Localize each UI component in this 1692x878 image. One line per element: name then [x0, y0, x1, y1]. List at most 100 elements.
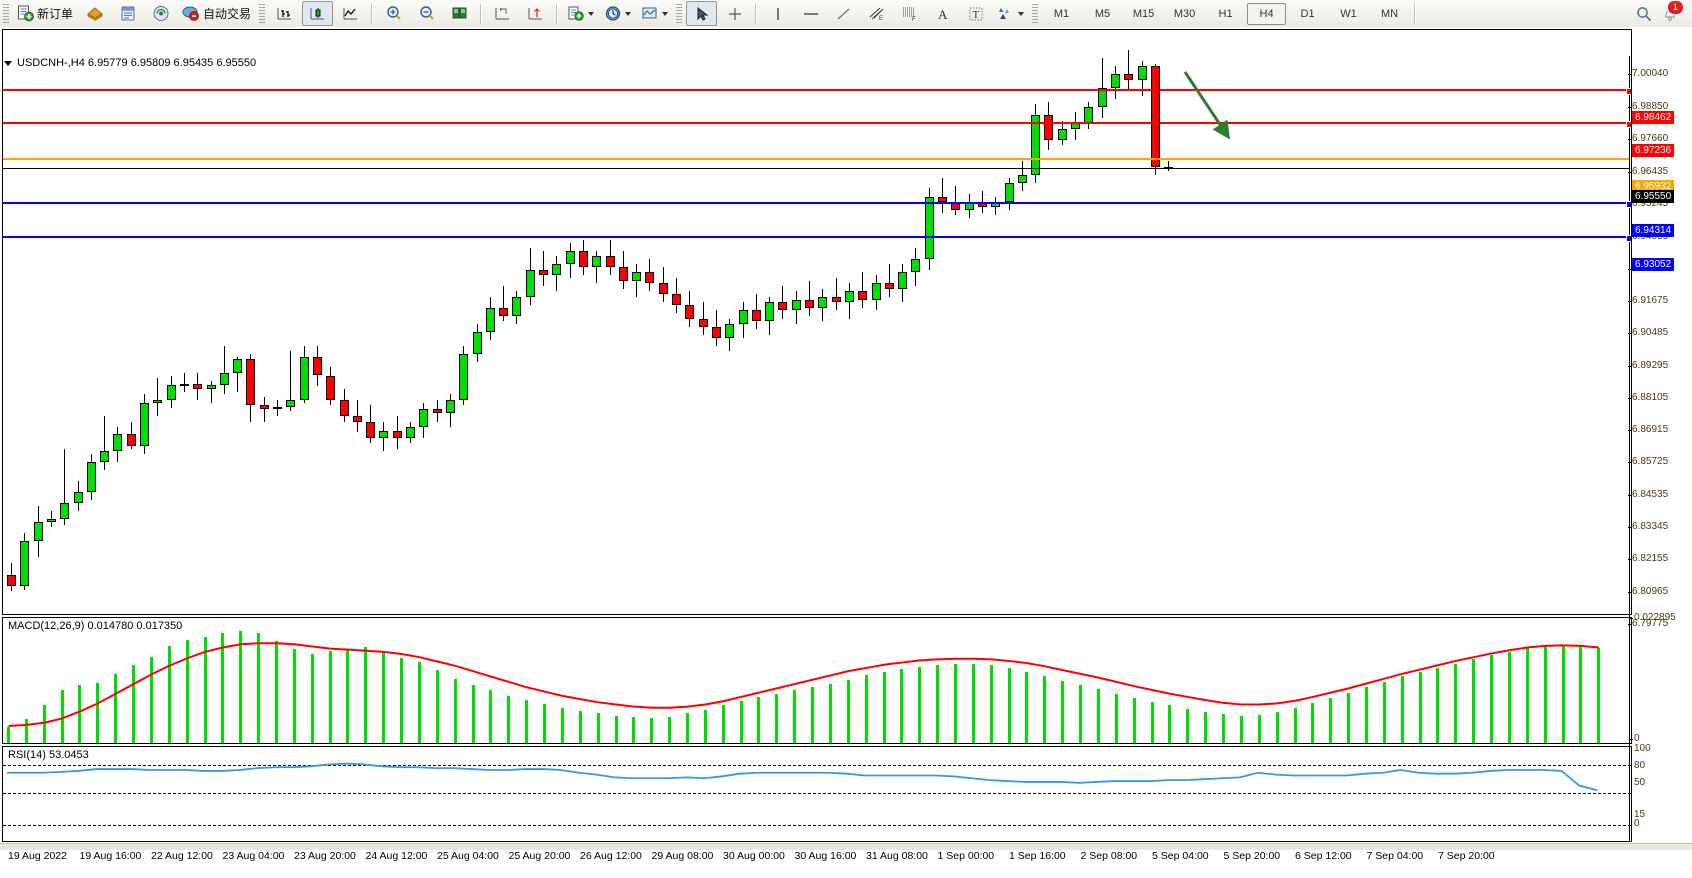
candlestick	[1031, 104, 1040, 183]
level-line-bid-price[interactable]	[3, 168, 1629, 169]
rsi-axis-tick: 80	[1634, 760, 1645, 771]
candle-body	[419, 409, 428, 427]
chart-menu-triangle-icon[interactable]	[4, 61, 12, 66]
expert-advisors-button[interactable]	[79, 1, 110, 26]
fibonacci-button[interactable]: F	[894, 1, 925, 26]
candlestick	[1005, 178, 1014, 211]
candle-wick	[942, 178, 943, 213]
candlestick	[499, 286, 508, 321]
auto-trading-button[interactable]: 自动交易	[178, 1, 255, 26]
candlestick	[911, 248, 920, 286]
candle-body	[845, 291, 854, 302]
rsi-plot[interactable]	[3, 747, 1631, 841]
macd-panel[interactable]: MACD(12,26,9) 0.014780 0.017350	[2, 617, 1632, 744]
chevron-down-icon[interactable]	[588, 12, 594, 16]
bar-chart-button[interactable]	[269, 1, 300, 26]
objects-button[interactable]	[993, 1, 1028, 26]
trendline-button[interactable]	[828, 1, 859, 26]
zoom-out-button[interactable]	[411, 1, 442, 26]
candlestick	[127, 422, 136, 449]
timeframe-d1[interactable]: D1	[1288, 3, 1327, 25]
indicators-button[interactable]	[563, 1, 598, 26]
text-label-button[interactable]: T	[960, 1, 991, 26]
candle-body	[1111, 74, 1120, 88]
search-button[interactable]	[1628, 1, 1659, 26]
level-handle[interactable]	[1626, 121, 1631, 128]
timeframe-m15[interactable]: M15	[1124, 3, 1163, 25]
data-window-button[interactable]	[112, 1, 143, 26]
candle-body	[1124, 74, 1133, 79]
candlestick	[393, 416, 402, 449]
candlestick	[459, 346, 468, 406]
candlestick	[340, 389, 349, 422]
price-axis-tick: 6.88105	[1632, 392, 1668, 403]
candle-wick	[543, 251, 544, 286]
price-label-support-1: 6.94314	[1632, 224, 1674, 237]
macd-plot[interactable]	[3, 618, 1631, 743]
candle-body	[539, 270, 548, 275]
text-label-icon: T	[968, 6, 984, 22]
chevron-down-icon-2[interactable]	[625, 12, 631, 16]
templates-button[interactable]	[637, 1, 672, 26]
level-line-pivot[interactable]	[3, 158, 1629, 160]
objects-icon	[997, 5, 1015, 22]
line-chart-button[interactable]	[335, 1, 366, 26]
alerts-button[interactable]: 1	[1660, 3, 1682, 25]
toolbar-separator-4	[755, 4, 757, 24]
candle-body	[486, 308, 495, 332]
timeframe-m5[interactable]: M5	[1083, 3, 1122, 25]
candlestick-chart-button[interactable]	[302, 1, 333, 26]
candle-body	[340, 400, 349, 416]
toolbar-separator	[371, 4, 373, 24]
price-panel[interactable]	[2, 29, 1632, 615]
toolbar-grip-2[interactable]	[259, 4, 265, 24]
timeframe-m1[interactable]: M1	[1042, 3, 1081, 25]
period-button[interactable]	[600, 1, 635, 26]
level-handle[interactable]	[1626, 201, 1631, 208]
toolbar-grip-3[interactable]	[676, 4, 682, 24]
toolbar-grip[interactable]	[3, 4, 9, 24]
timeframe-w1[interactable]: W1	[1329, 3, 1368, 25]
level-line-resistance-1[interactable]	[3, 122, 1629, 124]
tile-windows-button[interactable]	[444, 1, 475, 26]
price-plot[interactable]	[3, 30, 1631, 614]
timeframe-mn[interactable]: MN	[1370, 3, 1409, 25]
cursor-button[interactable]	[686, 1, 717, 26]
svg-text:A: A	[938, 7, 948, 22]
candlestick	[140, 394, 149, 454]
chevron-down-icon-3[interactable]	[662, 12, 668, 16]
timeframe-h1[interactable]: H1	[1206, 3, 1245, 25]
candlestick	[446, 394, 455, 427]
candlestick	[74, 481, 83, 511]
chevron-down-icon-4[interactable]	[1018, 12, 1024, 16]
chart-area[interactable]: USDCNH-,H4 6.95779 6.95809 6.95435 6.955…	[0, 27, 1692, 850]
toolbar-grip-4[interactable]	[1032, 4, 1038, 24]
status-bar	[0, 843, 1692, 850]
level-line-resistance-2[interactable]	[3, 89, 1629, 91]
zoom-in-button[interactable]	[378, 1, 409, 26]
new-order-button[interactable]: 新订单	[13, 1, 77, 26]
candle-body	[20, 541, 29, 587]
rsi-axis-tick: 50	[1634, 777, 1645, 788]
candle-body	[220, 373, 229, 385]
timeframe-h4[interactable]: H4	[1247, 3, 1286, 25]
level-handle[interactable]	[1626, 235, 1631, 242]
rsi-panel[interactable]: RSI(14) 53.0453	[2, 746, 1632, 842]
candle-body	[87, 462, 96, 492]
level-line-support-1[interactable]	[3, 202, 1629, 204]
text-button[interactable]: A	[927, 1, 958, 26]
level-handle[interactable]	[1626, 88, 1631, 95]
candle-wick	[836, 278, 837, 311]
candle-body	[606, 256, 615, 267]
equidistant-channel-button[interactable]: E	[861, 1, 892, 26]
level-line-support-2[interactable]	[3, 236, 1629, 238]
horizontal-line-button[interactable]	[795, 1, 826, 26]
timeframe-m30[interactable]: M30	[1165, 3, 1204, 25]
auto-scroll-button[interactable]	[520, 1, 551, 26]
crosshair-button[interactable]	[719, 1, 750, 26]
signal-button[interactable]	[145, 1, 176, 26]
candlestick	[220, 346, 229, 395]
vertical-line-button[interactable]	[762, 1, 793, 26]
chart-shift-button[interactable]	[487, 1, 518, 26]
